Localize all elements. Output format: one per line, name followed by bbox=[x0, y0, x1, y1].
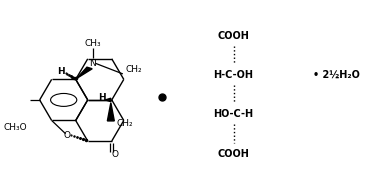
Polygon shape bbox=[108, 103, 114, 121]
Text: O: O bbox=[64, 131, 71, 140]
Text: H-C-OH: H-C-OH bbox=[213, 70, 254, 80]
Text: H: H bbox=[57, 67, 65, 76]
Text: HO-C-H: HO-C-H bbox=[213, 109, 254, 119]
Polygon shape bbox=[77, 67, 92, 79]
Text: N: N bbox=[89, 59, 96, 68]
Text: COOH: COOH bbox=[218, 149, 249, 159]
Text: • 2½H₂O: • 2½H₂O bbox=[312, 70, 359, 80]
Text: COOH: COOH bbox=[218, 31, 249, 41]
Text: CH₃O: CH₃O bbox=[4, 123, 27, 132]
Text: O: O bbox=[111, 150, 118, 159]
Text: CH₃: CH₃ bbox=[85, 39, 102, 48]
Polygon shape bbox=[105, 98, 111, 102]
Text: CH₂: CH₂ bbox=[126, 65, 142, 74]
Text: CH₂: CH₂ bbox=[117, 119, 133, 128]
Text: H: H bbox=[98, 93, 106, 102]
